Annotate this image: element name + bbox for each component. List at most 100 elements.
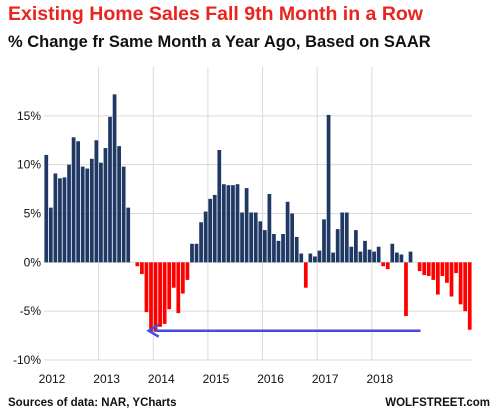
bar <box>331 252 335 263</box>
bar <box>53 173 58 263</box>
bar <box>372 251 376 263</box>
bar <box>71 137 76 263</box>
bar <box>426 262 431 276</box>
bar <box>344 212 349 263</box>
x-tick-label: 2014 <box>148 372 175 386</box>
bar <box>171 262 176 288</box>
bar <box>308 253 313 263</box>
bar <box>367 249 372 263</box>
bar <box>354 230 358 263</box>
bar <box>381 262 386 267</box>
bar <box>267 193 272 263</box>
bar <box>140 262 144 275</box>
y-tick-label: 0% <box>24 255 42 269</box>
bar <box>467 262 472 330</box>
bar <box>76 141 81 263</box>
bar <box>258 221 263 263</box>
x-tick-label: 2015 <box>203 372 230 386</box>
bar <box>303 262 308 288</box>
bar <box>262 230 267 263</box>
bar <box>85 168 90 263</box>
bar <box>399 254 404 263</box>
axes: 15% 10% 5% 0% -5% -10% 2012 2013 2014 2015 2016 201… <box>13 109 394 386</box>
bar <box>185 262 190 280</box>
x-tick-label: 2012 <box>39 372 66 386</box>
bar <box>363 240 367 263</box>
bar <box>190 243 194 263</box>
bar <box>108 116 112 263</box>
bar <box>89 158 94 263</box>
bar <box>94 140 99 263</box>
bar <box>440 262 445 276</box>
bar <box>395 252 399 263</box>
bar <box>326 114 331 263</box>
bar <box>463 262 468 312</box>
bar <box>276 240 281 263</box>
bar <box>422 262 427 276</box>
bar <box>290 213 295 263</box>
bar <box>313 256 317 263</box>
x-tick-label: 2013 <box>93 372 120 386</box>
bar <box>67 164 71 263</box>
bar <box>117 146 121 263</box>
y-tick-label: 5% <box>24 207 42 221</box>
bar <box>435 262 440 295</box>
bar <box>153 262 158 332</box>
bar <box>181 262 185 294</box>
bar <box>144 262 149 313</box>
bar <box>458 262 463 305</box>
x-tick-label: 2018 <box>366 372 393 386</box>
bar <box>135 262 140 267</box>
y-tick-label: 10% <box>17 158 41 172</box>
arrow-head <box>146 323 160 338</box>
bar <box>112 94 117 263</box>
bar <box>390 243 395 263</box>
bar <box>48 207 53 263</box>
bar <box>208 198 213 263</box>
bar <box>244 188 249 263</box>
bar <box>167 262 172 310</box>
bar <box>235 184 240 263</box>
bar <box>217 150 222 263</box>
bar <box>294 236 299 263</box>
bar <box>272 234 276 263</box>
bar <box>194 243 199 263</box>
bar <box>445 262 449 283</box>
bar <box>349 246 354 263</box>
bars <box>44 94 472 333</box>
bar <box>431 262 436 280</box>
bar <box>176 262 181 314</box>
bar <box>212 194 217 263</box>
bar <box>231 185 235 263</box>
bar <box>408 251 413 263</box>
bar <box>340 212 345 263</box>
bar <box>358 251 363 263</box>
y-tick-label: 15% <box>17 109 41 123</box>
bar <box>44 154 49 263</box>
bar <box>99 162 103 263</box>
bar <box>449 262 454 297</box>
bar <box>299 253 304 263</box>
bar <box>281 234 285 263</box>
bar <box>121 166 126 263</box>
bar <box>158 262 162 327</box>
x-tick-label: 2016 <box>257 372 284 386</box>
bar <box>149 262 153 333</box>
bar <box>249 212 254 263</box>
bar <box>126 207 131 263</box>
bar <box>103 148 108 263</box>
bar <box>162 262 167 324</box>
bar <box>58 178 62 263</box>
bar <box>404 262 408 317</box>
y-tick-label: -5% <box>20 304 42 318</box>
bar <box>335 229 340 263</box>
bar <box>62 177 67 263</box>
bar <box>285 201 290 263</box>
chart-subtitle: % Change fr Same Month a Year Ago, Based… <box>8 33 431 51</box>
bar <box>203 211 208 263</box>
bar <box>376 246 381 263</box>
annotations <box>146 323 421 338</box>
chart-title: Existing Home Sales Fall 9th Month in a … <box>8 3 423 25</box>
source-note: Sources of data: NAR, YCharts <box>8 397 177 409</box>
